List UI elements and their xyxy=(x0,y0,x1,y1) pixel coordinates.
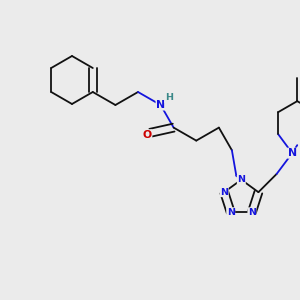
Text: O: O xyxy=(143,130,152,140)
Text: N: N xyxy=(248,208,256,217)
Text: H: H xyxy=(165,94,172,103)
Text: N: N xyxy=(220,188,228,197)
Text: N: N xyxy=(227,208,235,217)
Text: N: N xyxy=(156,100,165,110)
Text: N: N xyxy=(237,175,245,184)
Text: N: N xyxy=(288,148,297,158)
